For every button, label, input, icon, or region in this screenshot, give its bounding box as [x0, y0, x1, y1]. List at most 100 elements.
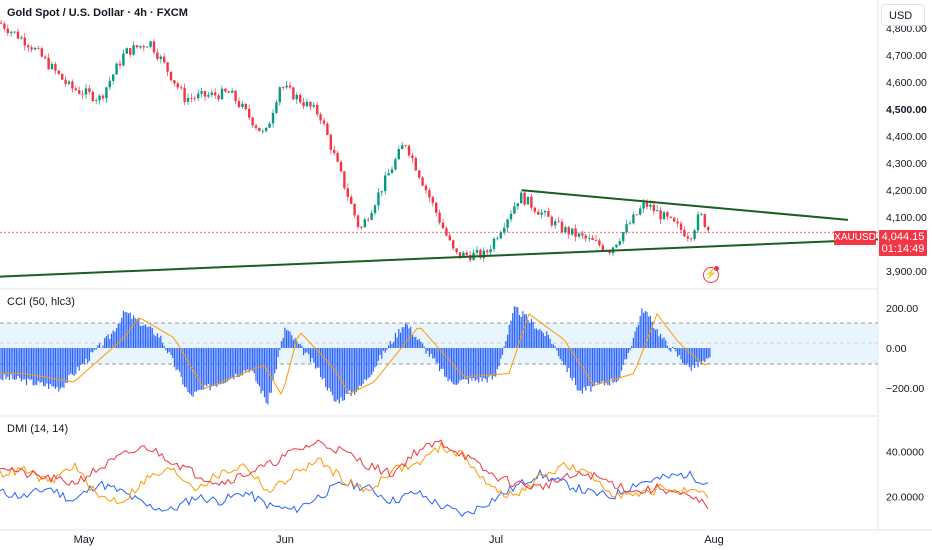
- currency-button[interactable]: USD: [881, 4, 925, 26]
- candle-body: [275, 102, 278, 113]
- candle-body: [669, 216, 672, 218]
- candle-body: [448, 235, 451, 241]
- trendline-upper[interactable]: [521, 189, 849, 221]
- candle-body: [441, 222, 445, 229]
- candle-body: [329, 134, 332, 150]
- candle-body: [513, 206, 516, 214]
- candle-body: [254, 125, 258, 128]
- candle-body: [506, 219, 509, 228]
- candle-body: [360, 226, 363, 228]
- candle-body: [180, 87, 183, 89]
- last-price-tag: 4,044.15 01:14:49: [879, 230, 927, 256]
- candle-body: [200, 91, 203, 94]
- price-axis[interactable]: 4,800.00 4,700.00 4,600.00 4,500.00 4,400.00…: [886, 23, 927, 278]
- dmi-label[interactable]: DMI (14, 14): [7, 423, 69, 435]
- candle-body: [401, 145, 404, 150]
- candle-body: [523, 192, 526, 205]
- candle-body: [618, 241, 621, 245]
- candle-body: [50, 64, 54, 70]
- candle-body: [115, 63, 118, 75]
- candle-body: [74, 88, 77, 91]
- candle-body: [390, 169, 394, 174]
- candle-body: [404, 145, 407, 146]
- candle-body: [299, 94, 302, 103]
- candle-body: [496, 238, 499, 240]
- candle-body: [125, 48, 128, 54]
- candle-body: [594, 240, 598, 241]
- candle-body: [173, 80, 176, 84]
- candle-body: [23, 37, 26, 46]
- trendline-lower[interactable]: [0, 238, 879, 278]
- candle-body: [67, 81, 71, 84]
- dmi-axis: 40.0000 20.0000: [886, 446, 924, 503]
- candle-body: [282, 87, 285, 89]
- candle-body: [584, 235, 587, 239]
- candle-body: [112, 74, 115, 81]
- candle-body: [57, 70, 60, 74]
- candle-body: [503, 227, 506, 233]
- candle-body: [574, 228, 577, 237]
- candle-body: [210, 92, 213, 95]
- flash-icon[interactable]: ⚡: [703, 267, 719, 283]
- candle-body: [122, 53, 125, 66]
- candle-body: [98, 95, 101, 101]
- candle-body: [435, 202, 438, 213]
- candle-body: [295, 94, 298, 100]
- time-tick: Jun: [276, 534, 294, 546]
- candle-body: [384, 175, 387, 192]
- candle-body: [258, 127, 261, 132]
- candle-body: [520, 192, 523, 204]
- candle-body: [424, 185, 428, 191]
- candle-body: [33, 47, 37, 50]
- price-tick: 4,600.00: [886, 77, 927, 89]
- time-axis[interactable]: May Jun Jul Aug: [74, 534, 724, 546]
- cci-axis: 200.00 0.00 −200.00: [886, 303, 924, 395]
- symbol-tag: XAUUSD: [834, 231, 876, 245]
- candle-body: [564, 227, 567, 233]
- candle-body: [428, 190, 431, 198]
- candle-body: [186, 98, 190, 102]
- candle-body: [462, 252, 465, 258]
- candle-body: [37, 47, 40, 49]
- candle-body: [367, 219, 370, 221]
- candle-body: [234, 90, 237, 102]
- candle-body: [543, 210, 547, 213]
- candle-body: [652, 204, 655, 212]
- candle-body: [571, 228, 574, 235]
- candle-body: [411, 155, 414, 159]
- candle-body: [567, 227, 570, 235]
- cci-tick: 200.00: [886, 303, 918, 315]
- candle-body: [241, 103, 244, 107]
- dmi-line-adx: [0, 439, 709, 510]
- candle-body: [47, 57, 50, 70]
- candle-body: [6, 28, 9, 33]
- candle-body: [696, 214, 700, 231]
- candle-body: [84, 88, 88, 95]
- candle-body: [703, 214, 706, 228]
- dmi-line-minus: [0, 441, 709, 505]
- candle-body: [10, 31, 13, 33]
- candle-body: [333, 149, 336, 154]
- candle-body: [482, 250, 485, 258]
- candle-body: [16, 31, 20, 39]
- candle-body: [693, 230, 696, 239]
- candle-body: [418, 170, 421, 178]
- candle-body: [662, 212, 666, 220]
- candle-body: [248, 108, 251, 118]
- candle-body: [550, 216, 553, 226]
- candle-body: [13, 31, 16, 33]
- cci-label[interactable]: CCI (50, hlc3): [7, 296, 75, 308]
- candle-body: [305, 101, 309, 107]
- candle-body: [227, 91, 230, 93]
- candle-body: [350, 196, 353, 204]
- candle-body: [686, 236, 689, 239]
- candle-body: [581, 233, 584, 236]
- candle-body: [309, 101, 312, 107]
- candle-body: [78, 90, 81, 94]
- candle-body: [547, 210, 550, 217]
- candle-body: [278, 87, 281, 103]
- candle-body: [118, 63, 122, 66]
- candle-body: [152, 41, 156, 53]
- price-tick: 4,500.00: [886, 104, 927, 116]
